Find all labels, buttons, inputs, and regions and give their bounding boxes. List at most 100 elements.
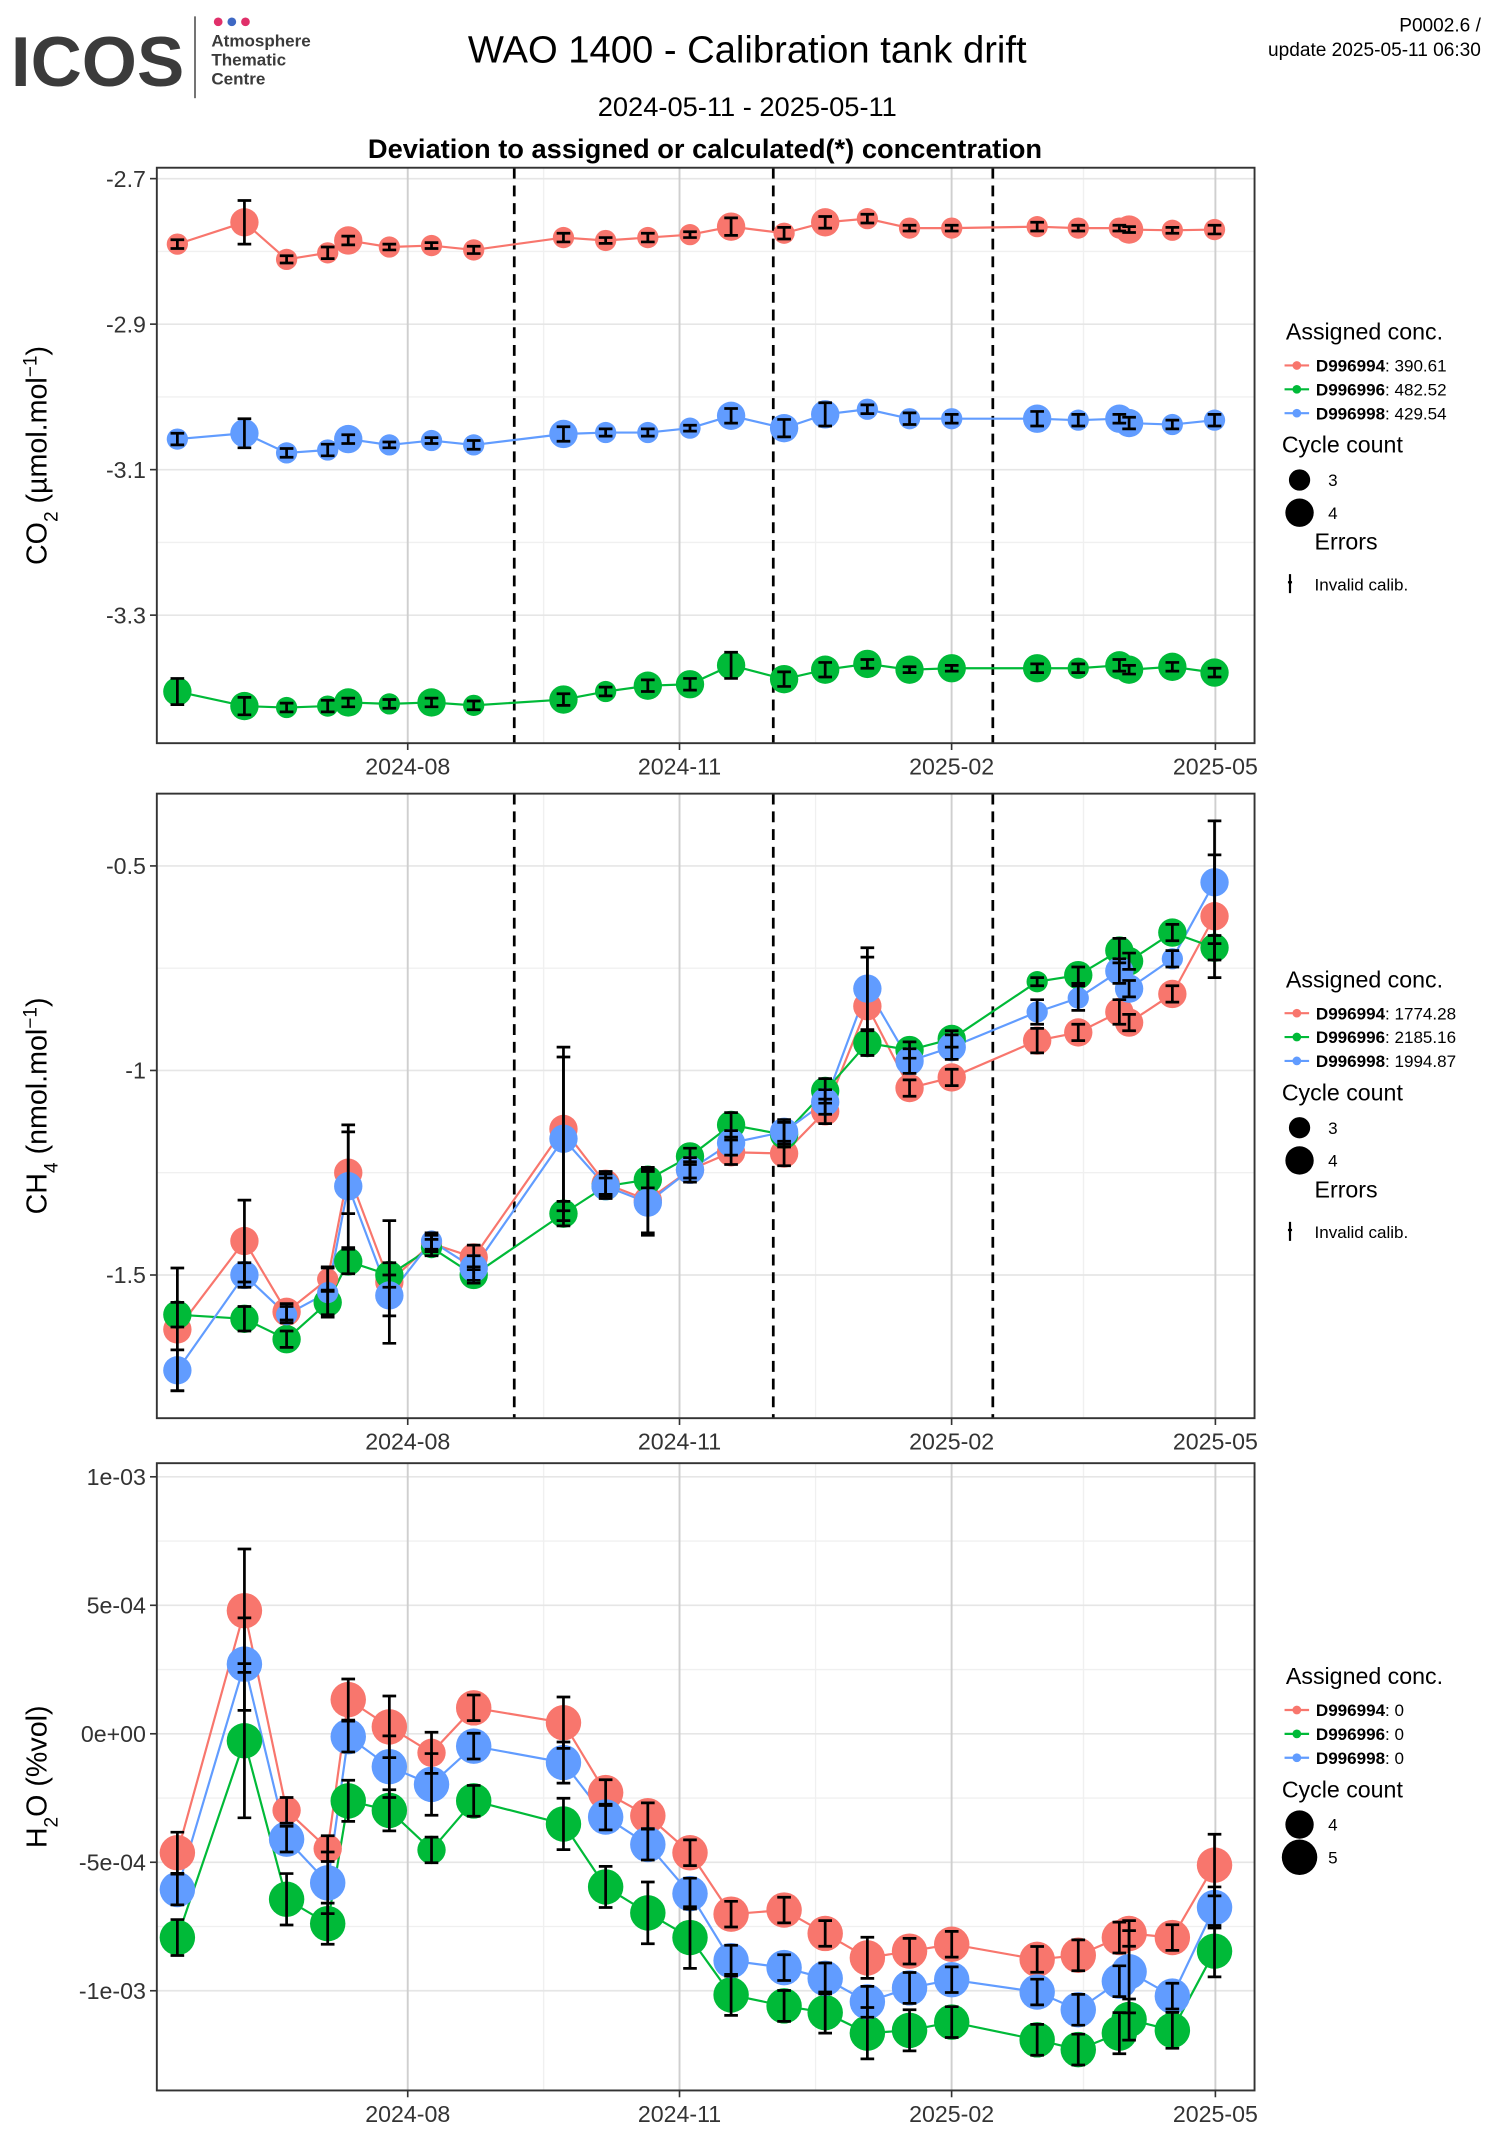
error-bar: [1165, 226, 1180, 235]
legend-assigned: 0: [1395, 1701, 1404, 1720]
error-bar: [341, 234, 356, 247]
legend-assigned: 0: [1395, 1749, 1404, 1768]
error-bar: [466, 1693, 481, 1723]
legend-title: Errors: [1315, 529, 1378, 555]
legend-assigned: 1774.28: [1395, 1004, 1457, 1023]
x-tick-label: 2025-05: [1173, 754, 1258, 780]
legend-assigned: 1994.87: [1395, 1052, 1457, 1071]
legend-assigned: 429.54: [1395, 404, 1447, 423]
y-axis-title-part: 2: [41, 511, 62, 522]
plot-background: [156, 167, 1255, 744]
error-bar: [1207, 1885, 1222, 1930]
legend-name: D996996: [1316, 1028, 1385, 1047]
error-bar: [724, 1943, 738, 1978]
legend-swatch-dot: [1292, 1753, 1302, 1763]
legend-name: D996994: [1316, 1004, 1386, 1023]
error-bar: [1165, 1981, 1180, 2011]
legend-title: Assigned conc.: [1286, 966, 1443, 992]
error-bar: [902, 1971, 917, 2005]
error-bar: [237, 417, 252, 450]
legend-title: Cycle count: [1282, 1079, 1404, 1105]
x-tick-label: 2025-02: [909, 2101, 994, 2127]
error-bar: [1030, 1945, 1044, 1974]
error-bar: [598, 1172, 613, 1200]
legend-size-label: 3: [1328, 471, 1337, 490]
error-bar: [724, 216, 738, 237]
y-axis-title-part: −1: [20, 355, 41, 377]
y-axis-title-part: (nmol.mol: [21, 1029, 53, 1163]
error-bar: [818, 401, 833, 428]
legend-separator: :: [1385, 1028, 1394, 1047]
error-bar: [1071, 223, 1086, 233]
error-bar: [1207, 223, 1222, 236]
y-tick-label: 1e-03: [87, 1464, 146, 1490]
legend-name: D996994: [1316, 357, 1386, 376]
y-tick-label: -3.3: [106, 602, 146, 628]
logo: ICOS Atmosphere Thematic Centre: [11, 16, 311, 102]
x-tick-label: 2024-08: [365, 754, 450, 780]
error-bar: [1112, 1920, 1127, 1955]
legend-assigned: 0: [1395, 1725, 1404, 1744]
error-bar: [944, 2005, 959, 2039]
legend-separator: :: [1385, 1749, 1394, 1768]
error-bar: [1122, 415, 1136, 431]
error-bar: [424, 1752, 439, 1817]
error-bar: [320, 1850, 335, 1916]
legend-error-label: Invalid calib.: [1315, 1223, 1409, 1242]
legend-name: D996996: [1316, 380, 1385, 399]
logo-dot: [227, 17, 237, 27]
error-bar: [279, 1305, 294, 1325]
error-bar: [860, 212, 875, 225]
y-tick-label: -2.7: [106, 166, 146, 192]
error-bar: [683, 1156, 697, 1184]
error-bar: [1122, 663, 1136, 676]
plot-frame: [155, 166, 1256, 745]
error-bar: [1030, 976, 1044, 988]
error-bar: [902, 223, 917, 233]
error-bar: [382, 242, 397, 252]
y-axis-title-part: (µmol.mol: [21, 377, 53, 511]
error-bar: [1122, 1013, 1136, 1033]
legend-separator: :: [1385, 1052, 1394, 1071]
y-axis-title-part: ): [21, 997, 53, 1007]
legend-separator: :: [1385, 1725, 1394, 1744]
error-bar: [466, 1254, 481, 1282]
error-bar: [902, 2008, 917, 2053]
error-bar: [1030, 2023, 1044, 2057]
error-bar: [818, 1919, 833, 1948]
y-axis-title: H2O (%vol): [21, 1705, 62, 1848]
error-bar: [279, 1872, 294, 1927]
error-bar: [1165, 661, 1180, 673]
error-bar: [556, 231, 571, 244]
plot-frame: [155, 792, 1256, 1420]
error-bar: [170, 238, 185, 250]
panel: -2.7 -2.9 -3.1 -3.3 2024-08 2024-11 2025-02 202…: [20, 166, 1447, 780]
error-bar: [556, 1055, 571, 1222]
x-tick-label: 2024-11: [638, 1429, 721, 1455]
error-bar: [944, 223, 959, 233]
error-bar: [860, 1985, 875, 2019]
error-bar: [598, 427, 613, 438]
error-bar: [1071, 1938, 1086, 1973]
legend-size-label: 5: [1328, 1848, 1337, 1867]
error-bar: [1071, 1992, 1086, 2027]
error-bar: [1165, 2010, 1180, 2050]
legend-size-label: 4: [1328, 1152, 1337, 1171]
error-bar: [382, 440, 397, 450]
error-bar: [170, 431, 185, 447]
error-bar: [944, 1965, 959, 1994]
error-bar: [382, 1734, 397, 1799]
error-bar: [320, 442, 335, 458]
x-tick-label: 2024-11: [638, 2101, 721, 2127]
error-bar: [1122, 1929, 1136, 2015]
logo-sub: Atmosphere: [211, 31, 310, 50]
legend-swatch-dot: [1292, 1008, 1302, 1018]
error-bar: [170, 1872, 185, 1907]
subtitle: Deviation to assigned or calculated(*) c…: [368, 133, 1042, 164]
error-bar: [1112, 658, 1127, 673]
error-bar: [902, 1936, 917, 1966]
error-bar: [341, 696, 356, 709]
legend-assigned: 482.52: [1395, 380, 1447, 399]
legend-separator: :: [1385, 1701, 1394, 1720]
error-bar: [724, 650, 738, 680]
